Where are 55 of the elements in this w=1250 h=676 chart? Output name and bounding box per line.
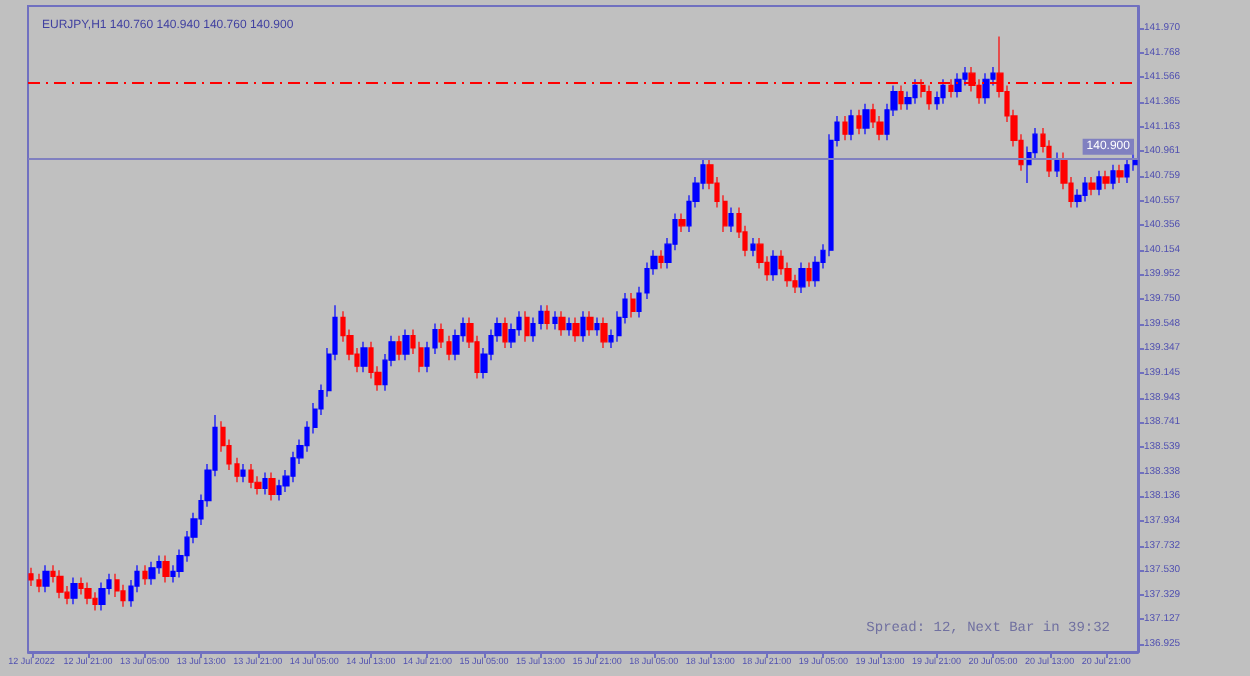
candlestick: [544, 304, 550, 331]
candlestick: [940, 78, 946, 105]
candlestick: [678, 213, 686, 233]
candlestick: [728, 206, 734, 233]
candlestick: [36, 573, 42, 593]
candlestick: [750, 237, 756, 257]
candlestick: [396, 335, 402, 361]
candlestick: [848, 109, 854, 141]
candlestick: [402, 329, 410, 361]
candlestick: [600, 316, 608, 349]
candlestick: [658, 249, 664, 270]
candlestick: [580, 310, 586, 343]
candlestick: [862, 103, 870, 135]
candlestick: [912, 78, 918, 105]
candlestick: [148, 561, 156, 586]
candlestick: [360, 341, 368, 373]
candlestick: [842, 115, 848, 141]
candlestick: [268, 471, 276, 502]
candlestick: [524, 310, 530, 343]
candlestick: [502, 316, 508, 349]
candlestick: [70, 576, 78, 605]
candlestick: [926, 84, 932, 111]
candlestick: [954, 72, 962, 99]
candlestick: [248, 463, 254, 489]
candlestick: [1096, 170, 1102, 196]
candlestick: [162, 554, 170, 583]
candlestick: [1116, 164, 1124, 184]
candlestick: [1124, 158, 1130, 184]
candlestick: [856, 109, 862, 135]
candlestick: [770, 249, 778, 282]
candlestick: [98, 581, 106, 612]
candlestick: [572, 316, 580, 343]
candlestick: [982, 72, 990, 105]
candlestick: [78, 576, 84, 596]
candlestick: [552, 310, 558, 331]
candlestick: [566, 316, 572, 337]
candlestick: [84, 581, 92, 605]
candlestick: [1082, 176, 1088, 202]
candlestick: [558, 310, 566, 337]
candlestick: [240, 463, 246, 483]
candlestick: [806, 261, 812, 288]
candlestick: [56, 569, 64, 599]
candlestick: [898, 84, 904, 111]
candlestick: [1054, 151, 1060, 178]
candlestick: [142, 564, 148, 586]
candlestick: [586, 310, 594, 337]
candlestick: [594, 316, 600, 337]
candlestick: [1088, 176, 1096, 196]
candlestick: [1110, 164, 1116, 190]
candlestick: [1102, 170, 1110, 190]
candlestick: [262, 471, 268, 496]
candlestick: [630, 292, 636, 318]
candlestick: [42, 564, 50, 593]
candlestick: [28, 567, 34, 587]
candlestick: [798, 261, 806, 294]
